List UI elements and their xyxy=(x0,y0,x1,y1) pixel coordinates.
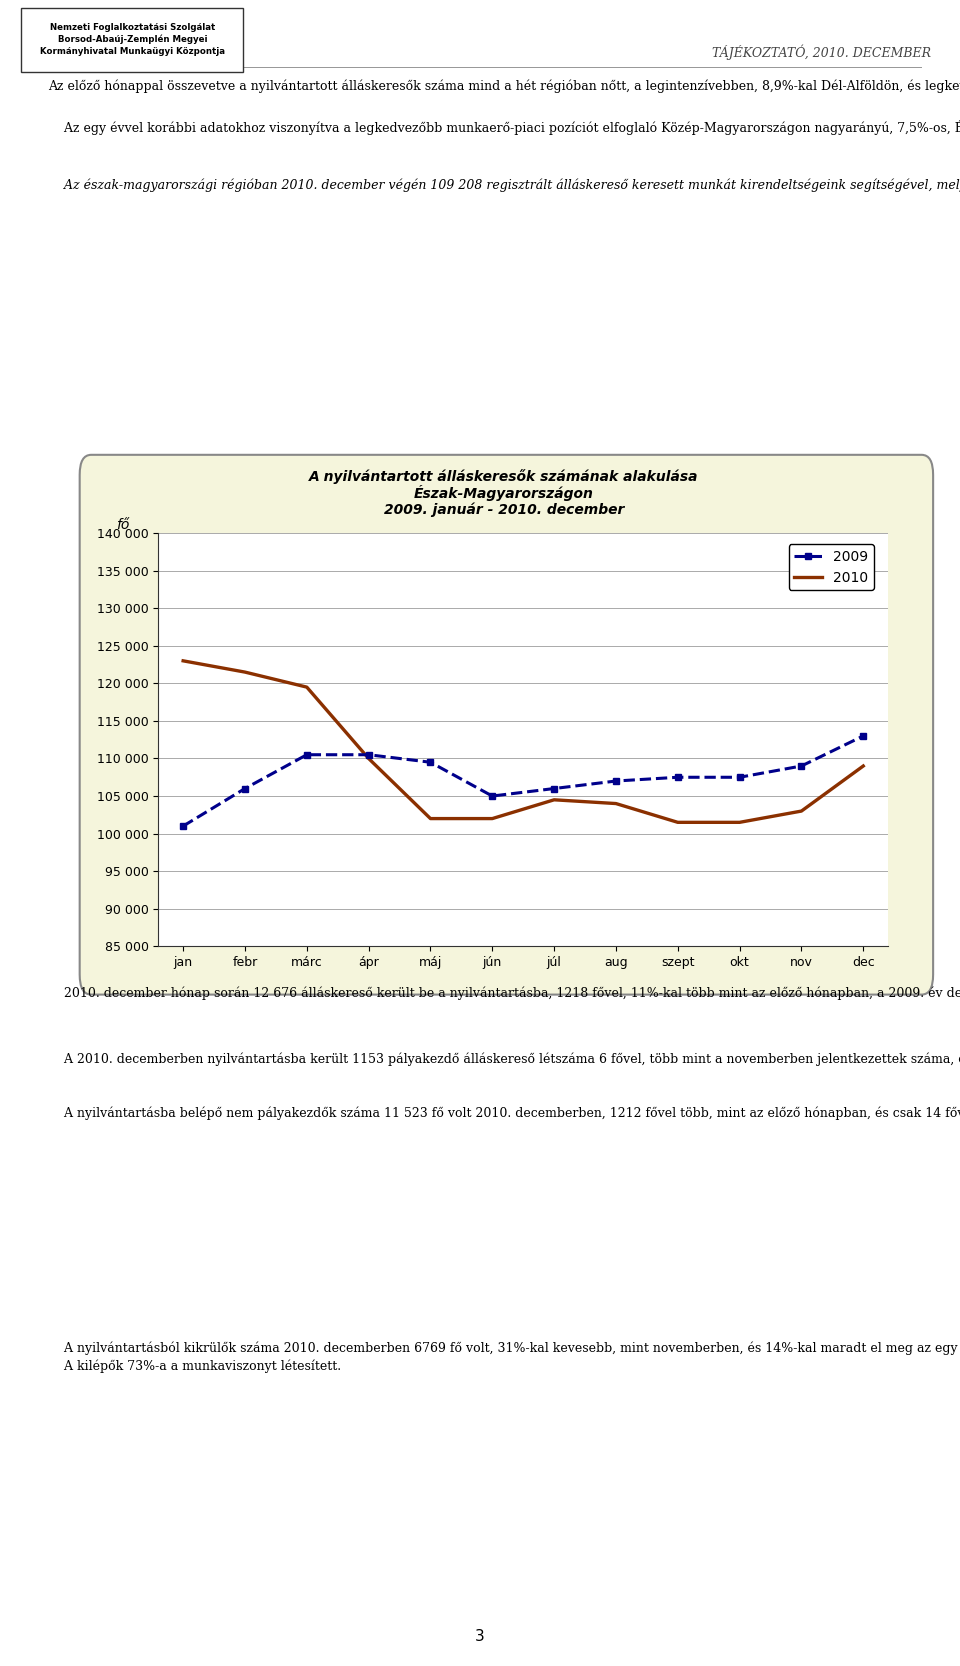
Text: A nyilvántartásba belépő nem pályakezdők száma 11 523 fő volt 2010. decemberben,: A nyilvántartásba belépő nem pályakezdők… xyxy=(48,1106,960,1120)
Text: A 2010. decemberben nyilvántartásba került 1153 pályakezdő álláskereső létszáma : A 2010. decemberben nyilvántartásba kerü… xyxy=(48,1053,960,1066)
Text: 3: 3 xyxy=(475,1628,485,1644)
Text: Észak-Magyarországon: Észak-Magyarországon xyxy=(414,485,594,501)
Text: TÁJÉKOZTATÓ, 2010. DECEMBER: TÁJÉKOZTATÓ, 2010. DECEMBER xyxy=(712,45,931,60)
Text: A nyilvántartásból kikrülők száma 2010. decemberben 6769 fő volt, 31%-kal kevese: A nyilvántartásból kikrülők száma 2010. … xyxy=(48,1341,960,1373)
Text: 2010. december hónap során 12 676 álláskereső került be a nyilvántartásba, 1218 : 2010. december hónap során 12 676 állásk… xyxy=(48,986,960,1000)
Text: Az észak-magyarországi régióban 2010. december végén 109 208 regisztrált álláske: Az észak-magyarországi régióban 2010. de… xyxy=(48,178,960,192)
Text: Az egy évvel korábbi adatokhoz viszonyítva a legkedvezőbb munkaerő-piaci pozíció: Az egy évvel korábbi adatokhoz viszonyít… xyxy=(48,120,960,135)
Text: Nemzeti Foglalkoztatási Szolgálat
Borsod-Abaúj-Zemplén Megyei
Kormányhivatal Mun: Nemzeti Foglalkoztatási Szolgálat Borsod… xyxy=(40,23,225,55)
Text: A nyilvántartott álláskeresők számának alakulása: A nyilvántartott álláskeresők számának a… xyxy=(309,470,699,483)
Text: fő: fő xyxy=(116,518,130,531)
Text: Az előző hónappal összevetve a nyilvántartott álláskeresők száma mind a hét régi: Az előző hónappal összevetve a nyilvánta… xyxy=(48,80,960,93)
Text: 2009. január - 2010. december: 2009. január - 2010. december xyxy=(384,503,624,516)
Legend: 2009, 2010: 2009, 2010 xyxy=(788,545,874,590)
